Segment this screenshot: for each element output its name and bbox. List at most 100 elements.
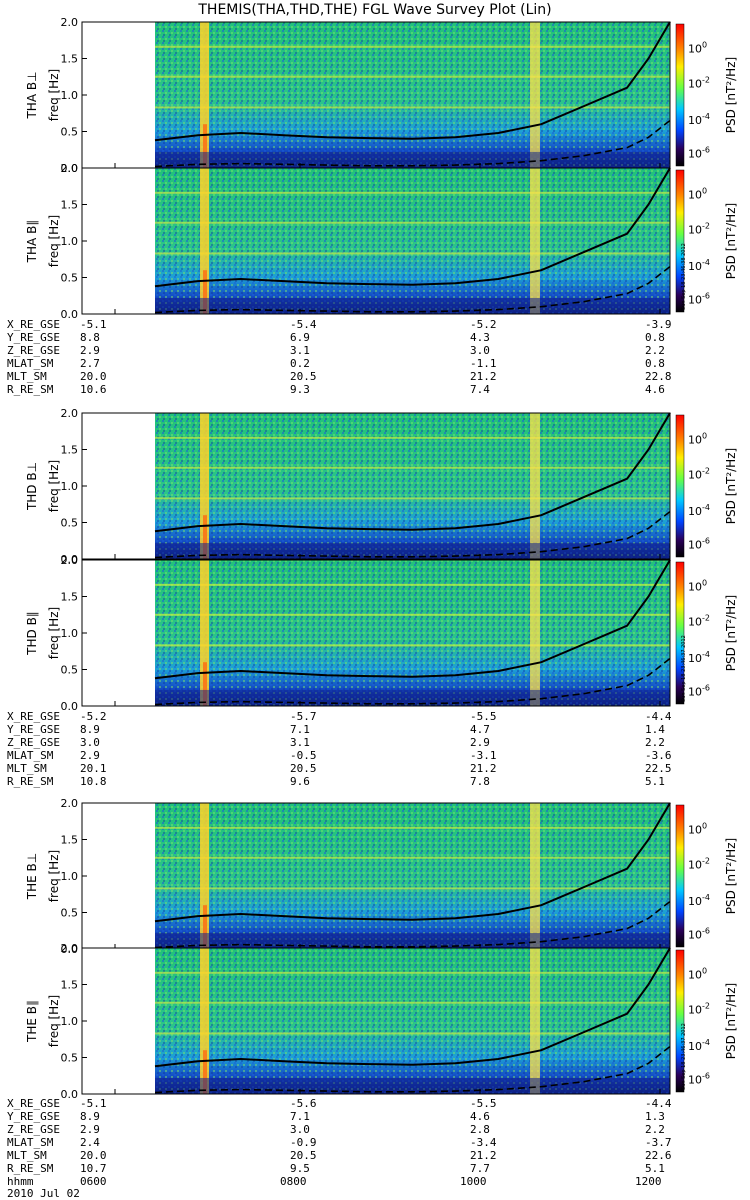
low-freq-band bbox=[155, 542, 670, 559]
ephemeris-value: -5.1 bbox=[80, 1097, 107, 1110]
spectrogram-panel: 0.0 0.5 1.0 1.5 2.0 THE B∥ freq [Hz] 100 10-2 10-… bbox=[25, 942, 738, 1101]
harmonic-band bbox=[155, 1032, 670, 1035]
time-axis-label: hhmm bbox=[7, 1175, 34, 1188]
low-freq-band bbox=[155, 151, 670, 168]
y-tick-label: 2.0 bbox=[61, 162, 79, 175]
y-tick-label: 1.0 bbox=[61, 870, 79, 883]
ephemeris-value: 0.8 bbox=[645, 357, 665, 370]
low-freq-band bbox=[155, 297, 670, 314]
ephemeris-value: 21.2 bbox=[470, 762, 497, 775]
ephemeris-value: 2.2 bbox=[645, 344, 665, 357]
ephemeris-value: 7.7 bbox=[470, 1162, 490, 1175]
harmonic-band bbox=[155, 887, 670, 890]
dashed-curve bbox=[154, 119, 671, 168]
colorbar-tick-label: 10-6 bbox=[688, 926, 710, 941]
ephemeris-value: 2.9 bbox=[470, 736, 490, 749]
ephemeris-value: 20.5 bbox=[290, 370, 317, 383]
colorbar-tick-label: 10-2 bbox=[688, 466, 710, 481]
panel-label: THE B⊥ bbox=[25, 853, 39, 900]
harmonic-band bbox=[155, 466, 670, 469]
ephemeris-value: 10.8 bbox=[80, 775, 107, 788]
spectrogram-noise bbox=[155, 803, 670, 949]
activity-band bbox=[200, 560, 209, 706]
fce-curve bbox=[154, 559, 671, 680]
ephemeris-row: Z_RE_GSE 2.9 3.1 3.0 2.2 bbox=[0, 344, 750, 357]
ephemeris-value: 2.2 bbox=[645, 1123, 665, 1136]
fce-curve bbox=[154, 412, 671, 533]
colorbar-tick-label: 10-4 bbox=[688, 112, 710, 127]
dashed-curve bbox=[154, 1045, 671, 1094]
ephemeris-value: 20.1 bbox=[80, 762, 107, 775]
ephemeris-row: MLT_SM 20.0 20.5 21.2 22.6 bbox=[0, 1149, 750, 1162]
ephemeris-value: 3.0 bbox=[80, 736, 100, 749]
harmonic-band bbox=[155, 1001, 670, 1004]
ephemeris-row: R_RE_SM 10.6 9.3 7.4 4.6 bbox=[0, 383, 750, 396]
y-tick-label: 1.0 bbox=[61, 89, 79, 102]
ephemeris-value: -0.9 bbox=[290, 1136, 317, 1149]
ephemeris-row-label: R_RE_SM bbox=[7, 775, 54, 788]
ephemeris-value: 2.9 bbox=[80, 1123, 100, 1136]
ephemeris-value: 5.1 bbox=[645, 775, 665, 788]
colorbar-label: PSD [nT²/Hz] bbox=[724, 595, 738, 671]
ephemeris-value: -0.5 bbox=[290, 749, 317, 762]
ephemeris-value: 8.9 bbox=[80, 1110, 100, 1123]
colorbar-tick-label: 100 bbox=[688, 821, 707, 836]
ephemeris-value: 20.0 bbox=[80, 370, 107, 383]
activity-core bbox=[203, 662, 207, 706]
time-tick-label: 1000 bbox=[460, 1175, 487, 1188]
ephemeris-value: 21.2 bbox=[470, 1149, 497, 1162]
activity-band bbox=[200, 948, 209, 1094]
ephemeris-value: 4.3 bbox=[470, 331, 490, 344]
ephemeris-value: 6.9 bbox=[290, 331, 310, 344]
ephemeris-row: MLAT_SM 2.4 -0.9 -3.4 -3.7 bbox=[0, 1136, 750, 1149]
ephemeris-value: -3.7 bbox=[645, 1136, 672, 1149]
y-tick-label: 1.0 bbox=[61, 235, 79, 248]
colorbar-tick-label: 10-4 bbox=[688, 258, 710, 273]
timestamp-stamp: Sun Sep 18 23:46:37 2012 bbox=[681, 635, 687, 702]
activity-band bbox=[530, 560, 540, 706]
ephemeris-row-label: X_RE_GSE bbox=[7, 1097, 60, 1110]
timestamp-stamp: Sun Sep 18 23:46:38 2012 bbox=[681, 243, 687, 310]
colorbar-tick-label: 10-6 bbox=[688, 1071, 710, 1086]
ephemeris-value: -5.4 bbox=[290, 318, 317, 331]
ephemeris-row-label: MLT_SM bbox=[7, 370, 47, 383]
y-tick-label: 2.0 bbox=[61, 407, 79, 420]
ephemeris-value: 4.7 bbox=[470, 723, 490, 736]
dashed-curve bbox=[154, 900, 671, 949]
colorbar bbox=[675, 23, 685, 167]
ephemeris-value: 2.9 bbox=[80, 344, 100, 357]
ephemeris-value: -5.1 bbox=[80, 318, 107, 331]
spectrogram-panel: 0.0 0.5 1.0 1.5 2.0 THD B⊥ freq [Hz] 100 10-2 10-… bbox=[25, 407, 738, 566]
ephemeris-value: -4.4 bbox=[645, 1097, 672, 1110]
spectrogram-noise bbox=[155, 948, 670, 1094]
activity-band bbox=[200, 413, 209, 559]
ephemeris-value: 2.9 bbox=[80, 749, 100, 762]
colorbar-tick-label: 10-2 bbox=[688, 856, 710, 871]
ephemeris-value: 20.5 bbox=[290, 762, 317, 775]
activity-band bbox=[200, 168, 209, 314]
ephemeris-row-label: MLT_SM bbox=[7, 1149, 47, 1162]
ephemeris-row: Y_RE_GSE 8.9 7.1 4.7 1.4 bbox=[0, 723, 750, 736]
y-tick-label: 1.0 bbox=[61, 480, 79, 493]
ephemeris-value: 10.7 bbox=[80, 1162, 107, 1175]
ephemeris-value: 4.6 bbox=[645, 383, 665, 396]
harmonic-band bbox=[155, 826, 670, 829]
harmonic-band bbox=[155, 856, 670, 859]
colorbar-tick-label: 10-2 bbox=[688, 221, 710, 236]
ephemeris-value: 3.0 bbox=[470, 344, 490, 357]
ephemeris-row-label: Z_RE_GSE bbox=[7, 736, 60, 749]
y-tick-label: 0.0 bbox=[61, 1088, 79, 1101]
date-label: 2010 Jul 02 bbox=[7, 1187, 80, 1200]
ephemeris-value: -5.6 bbox=[290, 1097, 317, 1110]
colorbar-tick-label: 10-6 bbox=[688, 145, 710, 160]
colorbar bbox=[675, 804, 685, 948]
ephemeris-row: MLAT_SM 2.7 0.2 -1.1 0.8 bbox=[0, 357, 750, 370]
ephemeris-value: -3.6 bbox=[645, 749, 672, 762]
activity-core bbox=[203, 515, 207, 559]
y-tick-label: 0.0 bbox=[61, 162, 79, 175]
harmonic-band bbox=[155, 252, 670, 255]
ephemeris-row-label: Y_RE_GSE bbox=[7, 723, 60, 736]
timestamp-stamp: Sun Sep 18 23:46:37 2012 bbox=[681, 1023, 687, 1090]
activity-band bbox=[530, 22, 540, 168]
colorbar-tick-label: 100 bbox=[688, 431, 707, 446]
